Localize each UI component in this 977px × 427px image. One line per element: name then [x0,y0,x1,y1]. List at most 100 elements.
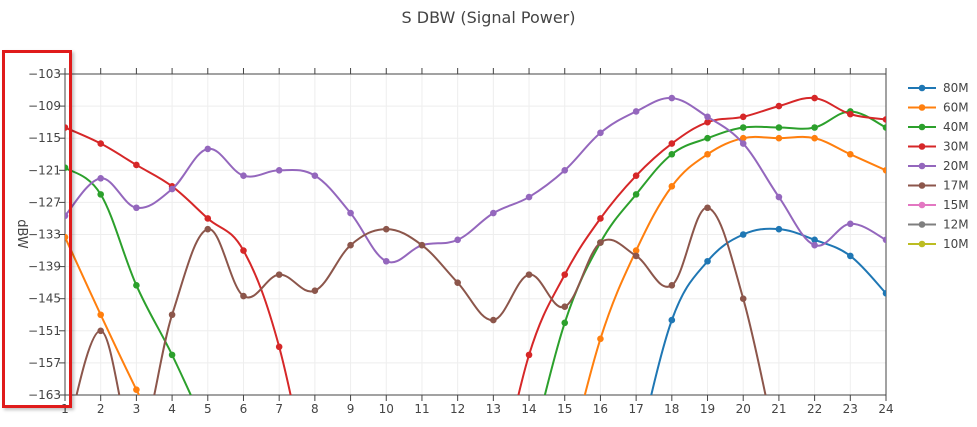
data-point[interactable] [882,290,890,297]
series-80M[interactable] [636,225,890,427]
data-point[interactable] [168,351,176,359]
data-point[interactable] [311,287,319,294]
data-point[interactable] [97,191,104,198]
data-point[interactable] [62,124,69,131]
data-point[interactable] [133,161,140,169]
data-point[interactable] [561,303,569,311]
data-point[interactable] [204,225,212,233]
data-point[interactable] [739,140,747,147]
data-point[interactable] [168,185,176,193]
data-point[interactable] [561,319,569,327]
legend-item-20M[interactable]: 20M [908,159,969,173]
data-point[interactable] [704,113,711,121]
legend-item-80M[interactable]: 80M [908,81,969,95]
data-point[interactable] [240,292,247,300]
data-point[interactable] [632,172,640,179]
data-point[interactable] [133,204,140,212]
data-point[interactable] [704,257,711,265]
data-point[interactable] [632,247,640,254]
data-point[interactable] [704,134,711,142]
data-point[interactable] [668,140,676,147]
data-point[interactable] [847,110,854,118]
data-point[interactable] [97,175,104,182]
legend-item-17M[interactable]: 17M [908,179,969,193]
data-point[interactable] [275,271,283,278]
legend-item-30M[interactable]: 30M [908,140,969,154]
legend[interactable]: 80M 60M 40M 30M 20M 17M 15M 12M 10M [908,81,969,251]
data-point[interactable] [275,343,283,351]
series-30M[interactable] [62,94,890,427]
data-point[interactable] [775,193,783,201]
data-point[interactable] [847,220,854,228]
data-point[interactable] [382,225,390,233]
data-point[interactable] [668,183,676,190]
data-point[interactable] [668,282,676,289]
data-point[interactable] [311,172,319,179]
data-point[interactable] [240,247,247,254]
data-point[interactable] [597,215,604,222]
data-point[interactable] [490,209,497,217]
data-point[interactable] [597,129,604,137]
data-point[interactable] [204,145,212,153]
series-60M[interactable] [62,134,890,427]
data-point[interactable] [811,124,818,131]
data-point[interactable] [668,150,676,158]
data-point[interactable] [597,239,604,246]
data-point[interactable] [632,252,640,260]
data-point[interactable] [347,209,354,217]
data-point[interactable] [525,351,533,359]
data-point[interactable] [775,124,783,131]
data-point[interactable] [847,150,854,158]
data-point[interactable] [882,167,890,174]
legend-item-12M[interactable]: 12M [908,218,969,232]
data-point[interactable] [739,295,747,303]
data-point[interactable] [382,257,390,265]
data-point[interactable] [490,316,497,324]
data-point[interactable] [133,386,140,393]
data-point[interactable] [454,236,461,244]
data-point[interactable] [97,311,104,319]
data-point[interactable] [811,236,818,244]
data-point[interactable] [775,102,783,110]
data-point[interactable] [811,94,818,102]
data-point[interactable] [418,241,426,249]
data-point[interactable] [811,241,818,249]
data-point[interactable] [739,113,747,121]
legend-item-10M[interactable]: 10M [908,237,969,251]
data-point[interactable] [847,252,854,260]
data-point[interactable] [525,271,533,278]
data-point[interactable] [97,140,104,147]
data-point[interactable] [704,118,711,126]
data-point[interactable] [882,236,890,244]
data-point[interactable] [704,204,711,212]
data-point[interactable] [62,212,69,220]
data-point[interactable] [97,327,104,335]
data-point[interactable] [811,134,818,142]
data-point[interactable] [561,271,569,278]
data-point[interactable] [882,124,890,131]
legend-item-60M[interactable]: 60M [908,101,969,115]
data-point[interactable] [775,225,783,233]
data-point[interactable] [739,134,747,142]
data-point[interactable] [62,164,69,171]
legend-item-40M[interactable]: 40M [908,120,969,134]
data-point[interactable] [704,150,711,158]
data-point[interactable] [597,335,604,343]
data-point[interactable] [133,282,140,289]
data-point[interactable] [882,116,890,123]
series-17M[interactable] [65,204,779,427]
data-point[interactable] [204,215,212,222]
data-point[interactable] [347,241,354,249]
data-point[interactable] [668,94,676,102]
series-20M[interactable] [62,94,890,265]
data-point[interactable] [775,134,783,142]
data-point[interactable] [632,108,640,115]
data-point[interactable] [525,193,533,201]
data-point[interactable] [62,233,69,241]
data-point[interactable] [668,316,676,324]
data-point[interactable] [275,167,283,174]
legend-item-15M[interactable]: 15M [908,198,969,212]
data-point[interactable] [168,311,176,319]
data-point[interactable] [632,191,640,198]
